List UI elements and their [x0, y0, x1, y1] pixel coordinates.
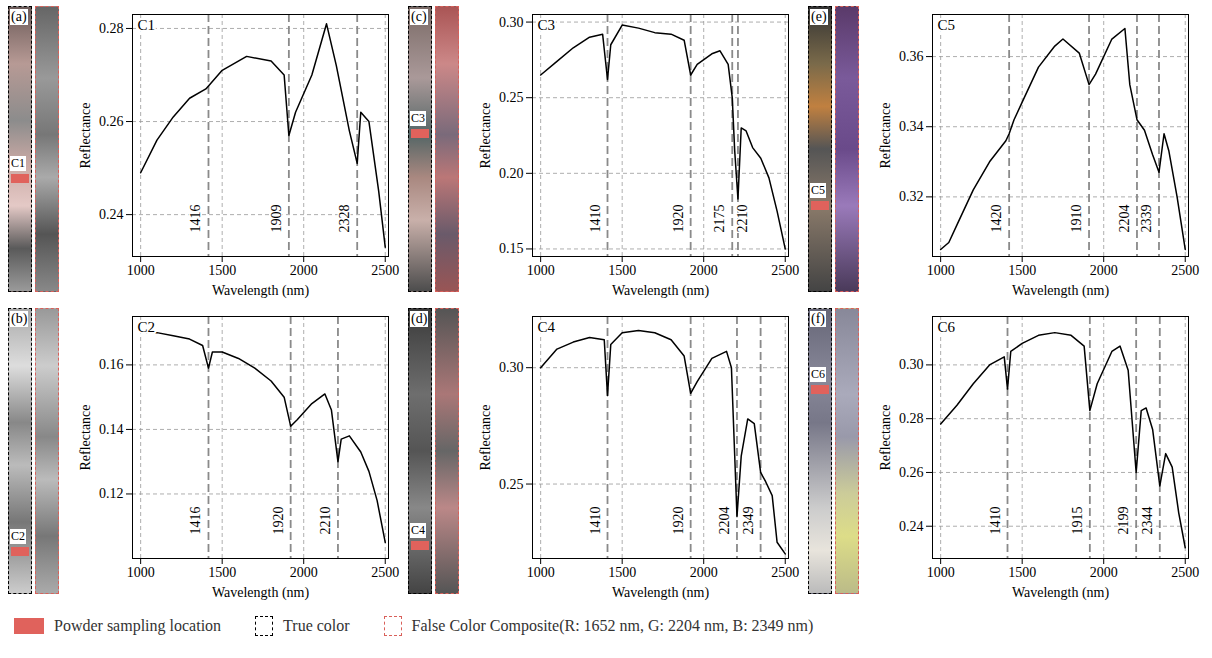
svg-text:Wavelength (nm): Wavelength (nm) [1012, 585, 1110, 601]
svg-text:C1: C1 [138, 17, 156, 33]
svg-text:2175: 2175 [712, 205, 727, 233]
svg-text:1500: 1500 [1008, 263, 1036, 278]
svg-text:0.12: 0.12 [99, 486, 124, 501]
svg-text:Reflectance: Reflectance [78, 404, 93, 470]
svg-text:C5: C5 [938, 17, 956, 33]
svg-text:0.30: 0.30 [499, 360, 524, 375]
svg-text:2500: 2500 [371, 565, 399, 580]
svg-text:2500: 2500 [771, 263, 799, 278]
svg-text:C2: C2 [138, 319, 156, 335]
svg-text:2328: 2328 [337, 205, 352, 233]
svg-text:1500: 1500 [608, 263, 636, 278]
svg-text:1500: 1500 [208, 263, 236, 278]
svg-text:1000: 1000 [127, 263, 155, 278]
html-text:False Color Composite(R: 1652: False Color Composite(R: 1652 nm, G: 220… [411, 617, 814, 634]
svg-text:2204: 2204 [717, 507, 732, 535]
svg-text:Wavelength (nm): Wavelength (nm) [212, 283, 310, 299]
svg-text:1416: 1416 [188, 507, 203, 535]
svg-text:0.20: 0.20 [499, 166, 524, 181]
svg-text:0.24: 0.24 [99, 207, 124, 222]
svg-text:1915: 1915 [1070, 507, 1085, 535]
svg-text:1000: 1000 [927, 565, 955, 580]
html-text:C5: C5 [811, 183, 825, 197]
svg-text:C3: C3 [538, 17, 556, 33]
svg-text:2344: 2344 [1140, 507, 1155, 535]
svg-text:1909: 1909 [269, 205, 284, 233]
svg-text:0.28: 0.28 [99, 21, 124, 36]
svg-text:2000: 2000 [1090, 263, 1118, 278]
html-text:(d): (d) [411, 311, 428, 326]
svg-text:1420: 1420 [989, 205, 1004, 233]
html-text:C4: C4 [411, 523, 425, 537]
svg-text:Wavelength (nm): Wavelength (nm) [612, 585, 710, 601]
svg-text:2500: 2500 [771, 565, 799, 580]
svg-text:2500: 2500 [1171, 263, 1199, 278]
html-text:(c): (c) [411, 9, 427, 24]
svg-text:2000: 2000 [1090, 565, 1118, 580]
svg-text:0.15: 0.15 [499, 241, 524, 256]
svg-text:1000: 1000 [527, 263, 555, 278]
svg-text:2204: 2204 [1117, 205, 1132, 233]
svg-text:Reflectance: Reflectance [878, 404, 893, 470]
html-text:(f): (f) [811, 311, 825, 326]
svg-text:1000: 1000 [927, 263, 955, 278]
svg-text:2199: 2199 [1116, 507, 1131, 535]
svg-text:2349: 2349 [741, 507, 756, 535]
svg-text:Wavelength (nm): Wavelength (nm) [212, 585, 310, 601]
html-text:C2: C2 [11, 529, 25, 543]
svg-text:2210: 2210 [735, 205, 750, 233]
svg-text:0.30: 0.30 [899, 357, 924, 372]
svg-text:1910: 1910 [1069, 205, 1084, 233]
svg-text:0.28: 0.28 [899, 411, 924, 426]
svg-text:Reflectance: Reflectance [878, 102, 893, 168]
svg-text:0.32: 0.32 [899, 189, 924, 204]
svg-text:2339: 2339 [1139, 205, 1154, 233]
html-text:(e): (e) [811, 9, 827, 24]
svg-text:2000: 2000 [290, 263, 318, 278]
svg-text:1410: 1410 [588, 507, 603, 535]
svg-text:Wavelength (nm): Wavelength (nm) [612, 283, 710, 299]
svg-text:Wavelength (nm): Wavelength (nm) [1012, 283, 1110, 299]
svg-text:1920: 1920 [671, 205, 686, 233]
svg-text:1410: 1410 [588, 205, 603, 233]
html-text:C3: C3 [411, 111, 425, 125]
svg-text:2500: 2500 [371, 263, 399, 278]
svg-text:1416: 1416 [188, 205, 203, 233]
svg-text:Reflectance: Reflectance [478, 404, 493, 470]
svg-text:0.26: 0.26 [99, 114, 124, 129]
html-text:Powder sampling location: Powder sampling location [54, 617, 222, 634]
svg-text:0.36: 0.36 [899, 49, 924, 64]
svg-text:0.25: 0.25 [499, 477, 524, 492]
svg-text:1000: 1000 [527, 565, 555, 580]
html-text:(a): (a) [11, 9, 27, 24]
svg-text:2000: 2000 [290, 565, 318, 580]
svg-text:Reflectance: Reflectance [78, 102, 93, 168]
svg-text:2500: 2500 [1171, 565, 1199, 580]
svg-text:0.25: 0.25 [499, 90, 524, 105]
html-text:True color: True color [283, 617, 350, 634]
html-text:(b): (b) [11, 311, 28, 326]
html-text:C6: C6 [811, 367, 825, 381]
svg-text:Reflectance: Reflectance [478, 102, 493, 168]
svg-text:0.16: 0.16 [99, 357, 124, 372]
svg-text:2000: 2000 [690, 565, 718, 580]
svg-text:0.30: 0.30 [499, 15, 524, 30]
svg-text:1920: 1920 [271, 507, 286, 535]
svg-text:1500: 1500 [608, 565, 636, 580]
html-text:C1: C1 [11, 156, 25, 170]
svg-text:C4: C4 [538, 319, 556, 335]
svg-text:1920: 1920 [671, 507, 686, 535]
svg-text:1000: 1000 [127, 565, 155, 580]
svg-text:0.34: 0.34 [899, 119, 924, 134]
svg-text:C6: C6 [938, 319, 956, 335]
svg-text:1500: 1500 [208, 565, 236, 580]
svg-text:2000: 2000 [690, 263, 718, 278]
svg-text:0.14: 0.14 [99, 422, 124, 437]
svg-text:2210: 2210 [318, 507, 333, 535]
svg-text:0.24: 0.24 [899, 519, 924, 534]
svg-text:1500: 1500 [1008, 565, 1036, 580]
svg-text:1410: 1410 [988, 507, 1003, 535]
svg-text:0.26: 0.26 [899, 465, 924, 480]
